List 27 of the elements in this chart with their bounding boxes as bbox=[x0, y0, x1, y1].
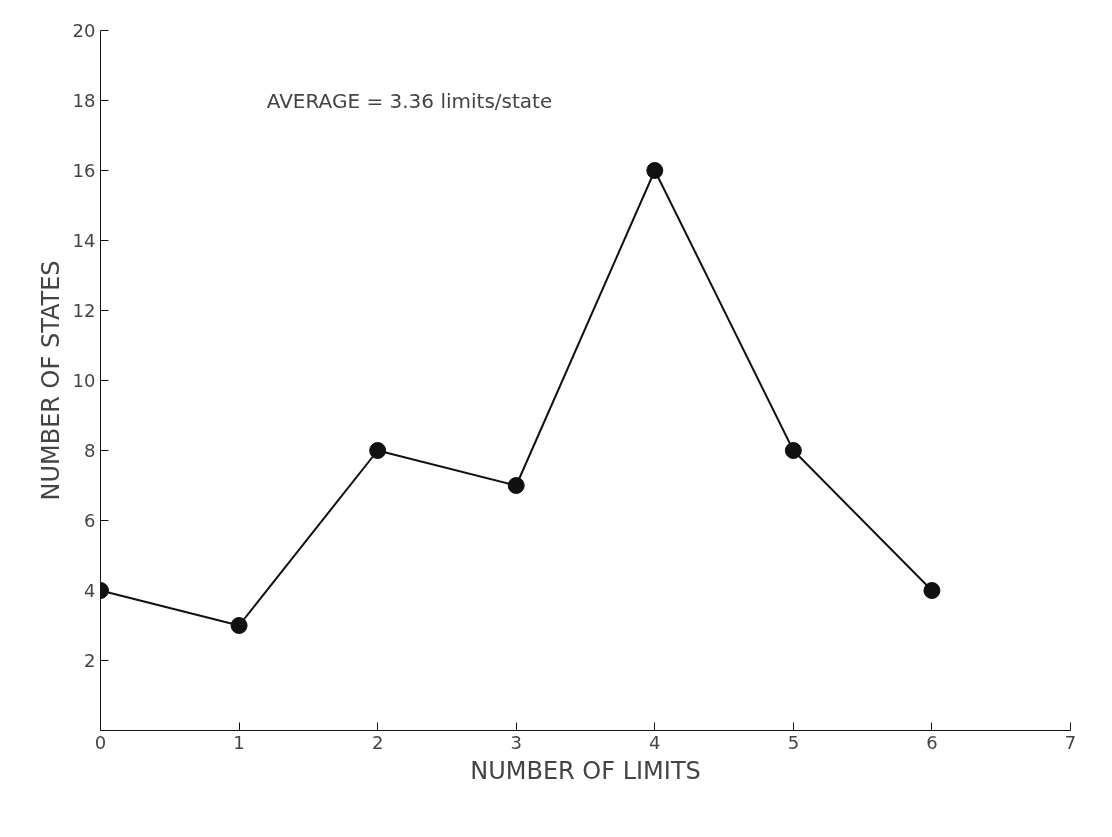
x-tick-label: 2 bbox=[371, 731, 384, 753]
y-tick-label: 20 bbox=[72, 20, 96, 41]
point bbox=[784, 442, 802, 459]
point bbox=[230, 617, 248, 634]
point bbox=[507, 477, 525, 494]
y-tick-label: 2 bbox=[84, 650, 96, 671]
x-axis-title: NUMBER OF LIMITS bbox=[470, 756, 701, 785]
y-tick-label: 14 bbox=[72, 230, 96, 251]
x-tick-label: 0 bbox=[94, 731, 107, 753]
y-tick-label: 12 bbox=[72, 300, 96, 321]
x-tick-label: 1 bbox=[233, 731, 245, 753]
x-tick-label: 6 bbox=[926, 731, 938, 753]
y-tick-label: 16 bbox=[72, 160, 96, 181]
y-tick-label: 8 bbox=[84, 440, 96, 461]
y-tick-label: 6 bbox=[84, 510, 96, 531]
x-tick-label: 5 bbox=[787, 731, 800, 753]
y-axis-title: NUMBER OF STATES bbox=[36, 260, 65, 501]
annotation: AVERAGE = 3.36 limits/state bbox=[266, 88, 553, 113]
x-tick-label: 7 bbox=[1064, 731, 1077, 753]
point bbox=[646, 162, 664, 179]
x-tick-label: 4 bbox=[649, 731, 661, 753]
y-tick-label: 18 bbox=[72, 90, 96, 111]
point bbox=[369, 442, 387, 459]
x-tick-label: 3 bbox=[510, 731, 522, 753]
y-tick-label: 10 bbox=[72, 370, 96, 391]
point bbox=[923, 582, 941, 599]
y-tick-label: 4 bbox=[84, 580, 96, 601]
